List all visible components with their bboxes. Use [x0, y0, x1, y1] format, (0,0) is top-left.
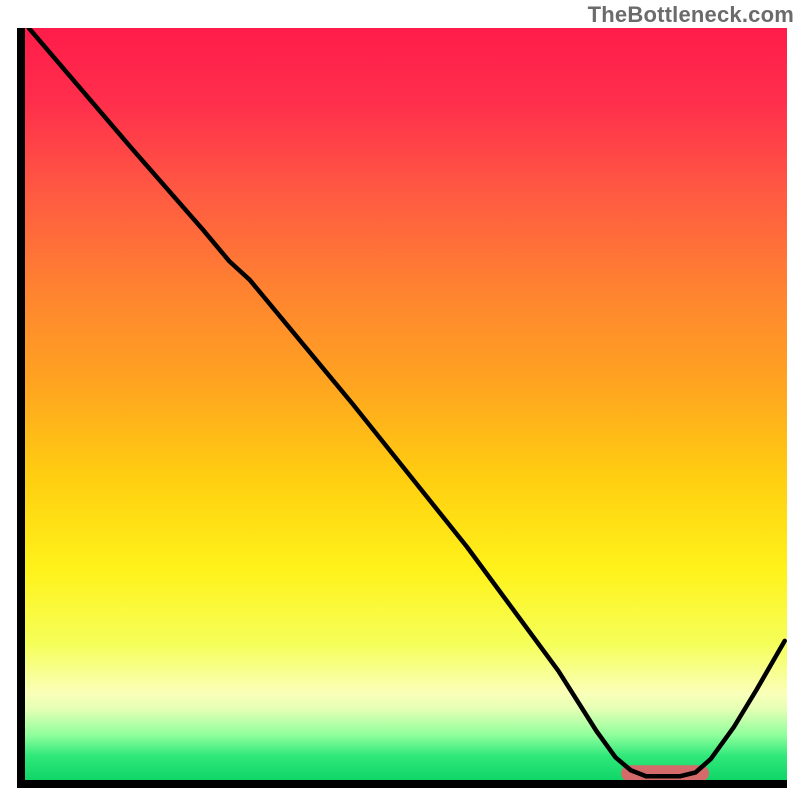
- chart-canvas: TheBottleneck.com: [0, 0, 800, 800]
- watermark-text: TheBottleneck.com: [588, 2, 794, 28]
- overlay-svg: [25, 28, 787, 780]
- plot-area: [25, 28, 787, 780]
- bottleneck-curve: [29, 28, 785, 776]
- plot-frame: [17, 28, 787, 788]
